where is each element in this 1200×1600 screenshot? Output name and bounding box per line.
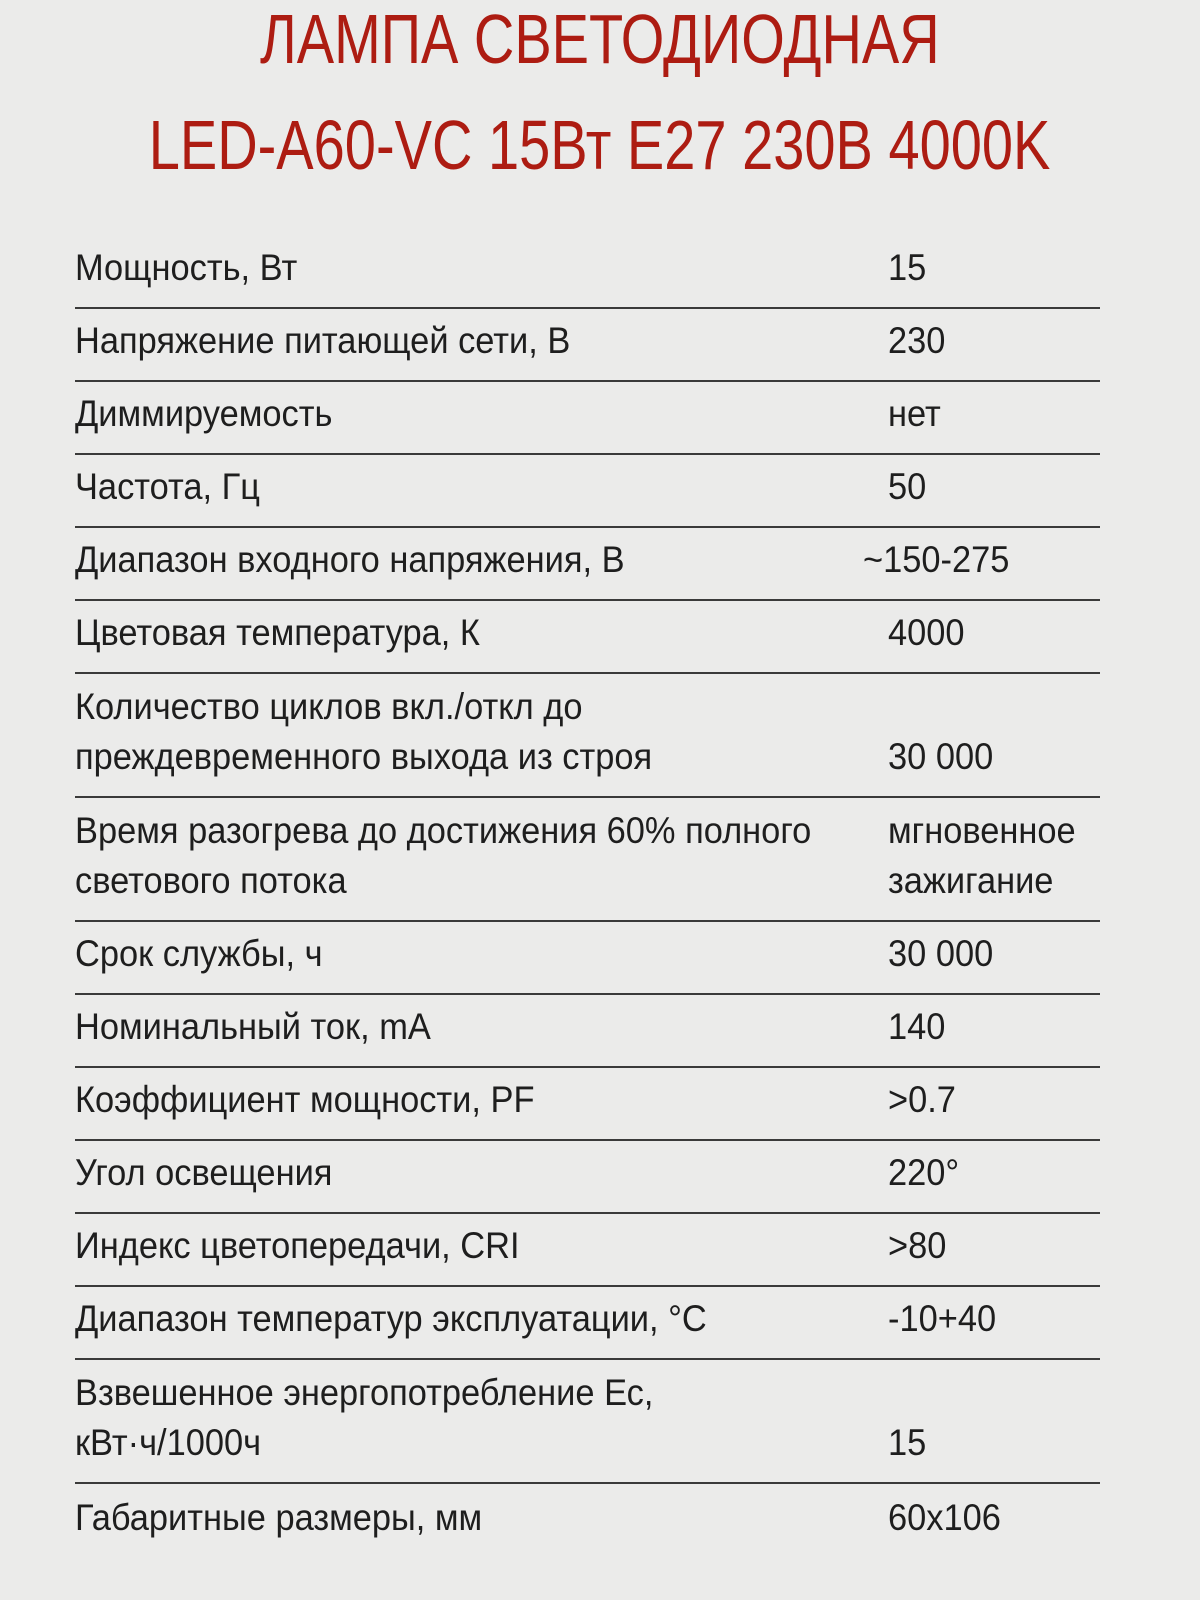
title-line-2: LED-A60-VC 15Вт E27 230В 4000K: [149, 106, 1051, 184]
spec-row: Угол освещения 220°: [75, 1141, 1100, 1214]
spec-value: мгновенное зажигание: [888, 810, 1076, 901]
spec-label: Диммируемость: [75, 393, 333, 434]
spec-label: Частота, Гц: [75, 466, 261, 507]
spec-label: Номинальный ток, mA: [75, 1006, 431, 1047]
spec-row: Индекс цветопередачи, CRI >80: [75, 1214, 1100, 1287]
spec-label: Количество циклов вкл./откл до преждевре…: [75, 686, 653, 777]
spec-value: 15: [888, 1422, 927, 1463]
spec-label: Взвешенное энергопотребление Ес, кВт·ч/1…: [75, 1372, 654, 1463]
title-line-1: ЛАМПА СВЕТОДИОДНАЯ: [260, 0, 940, 78]
spec-value: 230: [888, 320, 946, 361]
spec-label: Напряжение питающей сети, В: [75, 320, 571, 361]
spec-value: 220°: [888, 1152, 960, 1193]
spec-row: Габаритные размеры, мм 60х106: [75, 1484, 1100, 1557]
spec-label: Индекс цветопередачи, CRI: [75, 1225, 520, 1266]
spec-label: Диапазон температур эксплуатации, °С: [75, 1298, 707, 1339]
spec-value: нет: [888, 393, 941, 434]
spec-label: Угол освещения: [75, 1152, 333, 1193]
spec-value: 60х106: [888, 1497, 1001, 1538]
spec-label: Время разогрева до достижения 60% полног…: [75, 810, 812, 901]
spec-label: Цветовая температура, К: [75, 612, 480, 653]
spec-row: Диапазон температур эксплуатации, °С -10+…: [75, 1287, 1100, 1360]
spec-value: >80: [888, 1225, 947, 1266]
spec-row: Номинальный ток, mA 140: [75, 995, 1100, 1068]
spec-label: Срок службы, ч: [75, 933, 323, 974]
spec-value: -10+40: [888, 1298, 997, 1339]
spec-row: Срок службы, ч 30 000: [75, 922, 1100, 995]
spec-row: Напряжение питающей сети, В 230: [75, 309, 1100, 382]
spec-row: Диапазон входного напряжения, В ~150-275: [75, 528, 1100, 601]
spec-value: 50: [888, 466, 927, 507]
spec-value: 30 000: [888, 736, 994, 777]
spec-row: Частота, Гц 50: [75, 455, 1100, 528]
spec-label: Мощность, Вт: [75, 247, 298, 288]
spec-label: Диапазон входного напряжения, В: [75, 539, 625, 580]
spec-value: 30 000: [888, 933, 994, 974]
spec-row: Цветовая температура, К 4000: [75, 601, 1100, 674]
spec-row: Мощность, Вт 15: [75, 236, 1100, 309]
spec-value: 140: [888, 1006, 946, 1047]
spec-value: 15: [888, 247, 927, 288]
spec-value: ~150-275: [863, 539, 1010, 580]
spec-row: Количество циклов вкл./откл до преждевре…: [75, 674, 1100, 798]
spec-value: 4000: [888, 612, 965, 653]
spec-value: >0.7: [888, 1079, 956, 1120]
spec-row: Коэффициент мощности, PF >0.7: [75, 1068, 1100, 1141]
product-model: LED-A60-VC 15Вт E27 230В 4000K: [0, 106, 1200, 184]
spec-row: Время разогрева до достижения 60% полног…: [75, 798, 1100, 922]
spec-label: Габаритные размеры, мм: [75, 1497, 483, 1538]
product-title: ЛАМПА СВЕТОДИОДНАЯ: [0, 0, 1200, 78]
spec-label: Коэффициент мощности, PF: [75, 1079, 535, 1120]
spec-row: Взвешенное энергопотребление Ес, кВт·ч/1…: [75, 1360, 1100, 1484]
spec-table: Мощность, Вт 15 Напряжение питающей сети, …: [75, 236, 1100, 1557]
spec-row: Диммируемость нет: [75, 382, 1100, 455]
